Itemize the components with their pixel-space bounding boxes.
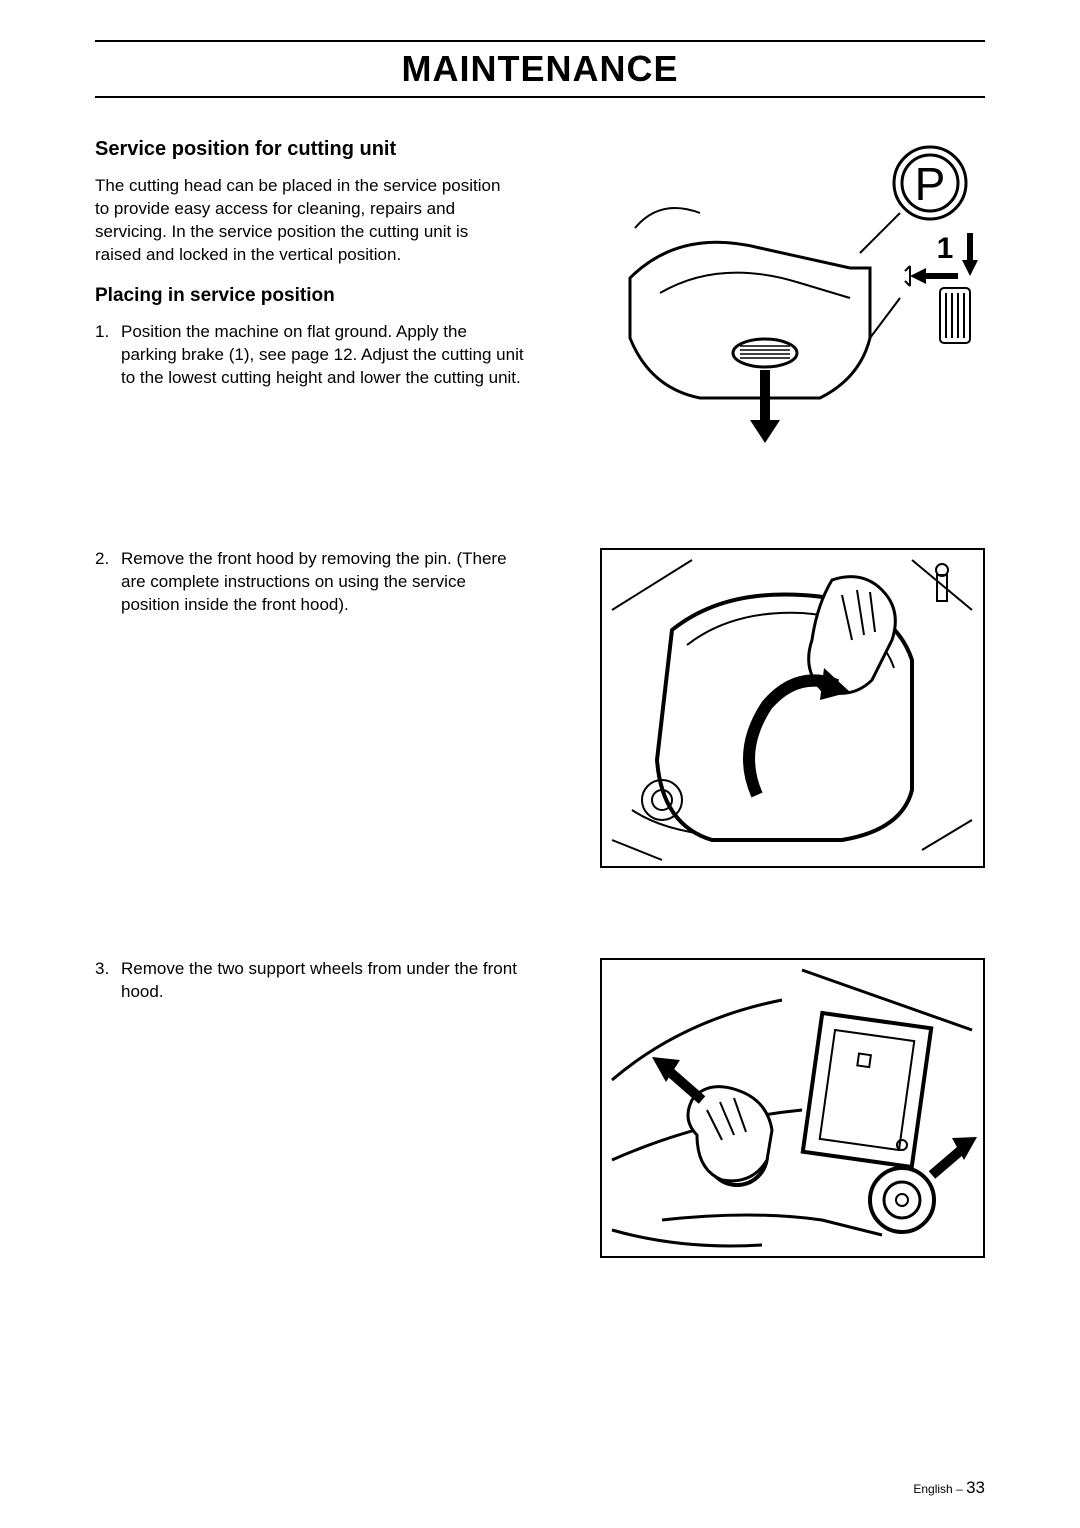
step-3-num: 3. <box>95 958 121 1004</box>
section-heading: Service position for cutting unit <box>95 138 525 161</box>
step-3: 3. Remove the two support wheels from un… <box>95 958 525 1004</box>
row-3: 3. Remove the two support wheels from un… <box>95 958 985 1258</box>
footer-sep: – <box>953 1482 966 1496</box>
title-rule-bottom <box>95 96 985 98</box>
row-1: Service position for cutting unit The cu… <box>95 138 985 458</box>
text-col-2: 2. Remove the front hood by removing the… <box>95 548 525 617</box>
row-2: 2. Remove the front hood by removing the… <box>95 548 985 868</box>
intro-paragraph: The cutting head can be placed in the se… <box>95 175 515 267</box>
p-label: P <box>915 158 946 210</box>
figure-1-svg: P 1 <box>600 138 985 458</box>
footer-lang: English <box>913 1482 952 1496</box>
step-1-text: Position the machine on flat ground. App… <box>121 321 525 390</box>
page-title: MAINTENANCE <box>95 44 985 94</box>
figure-1: P 1 <box>600 138 985 458</box>
figure-3-svg <box>602 960 983 1256</box>
content-area: Service position for cutting unit The cu… <box>95 138 985 1258</box>
figure-2 <box>600 548 985 868</box>
arrow-label-1: 1 <box>937 232 954 265</box>
figure-3 <box>600 958 985 1258</box>
footer: English – 33 <box>913 1478 985 1498</box>
subheading: Placing in service position <box>95 285 525 307</box>
title-rule-top <box>95 40 985 42</box>
footer-page-number: 33 <box>966 1478 985 1497</box>
page-container: MAINTENANCE Service position for cutting… <box>0 0 1080 1308</box>
figure-2-svg <box>602 550 983 866</box>
text-col-1: Service position for cutting unit The cu… <box>95 138 525 390</box>
text-col-3: 3. Remove the two support wheels from un… <box>95 958 525 1004</box>
step-2-num: 2. <box>95 548 121 617</box>
step-3-text: Remove the two support wheels from under… <box>121 958 525 1004</box>
step-1: 1. Position the machine on flat ground. … <box>95 321 525 390</box>
step-2-text: Remove the front hood by removing the pi… <box>121 548 525 617</box>
step-2: 2. Remove the front hood by removing the… <box>95 548 525 617</box>
step-1-num: 1. <box>95 321 121 390</box>
